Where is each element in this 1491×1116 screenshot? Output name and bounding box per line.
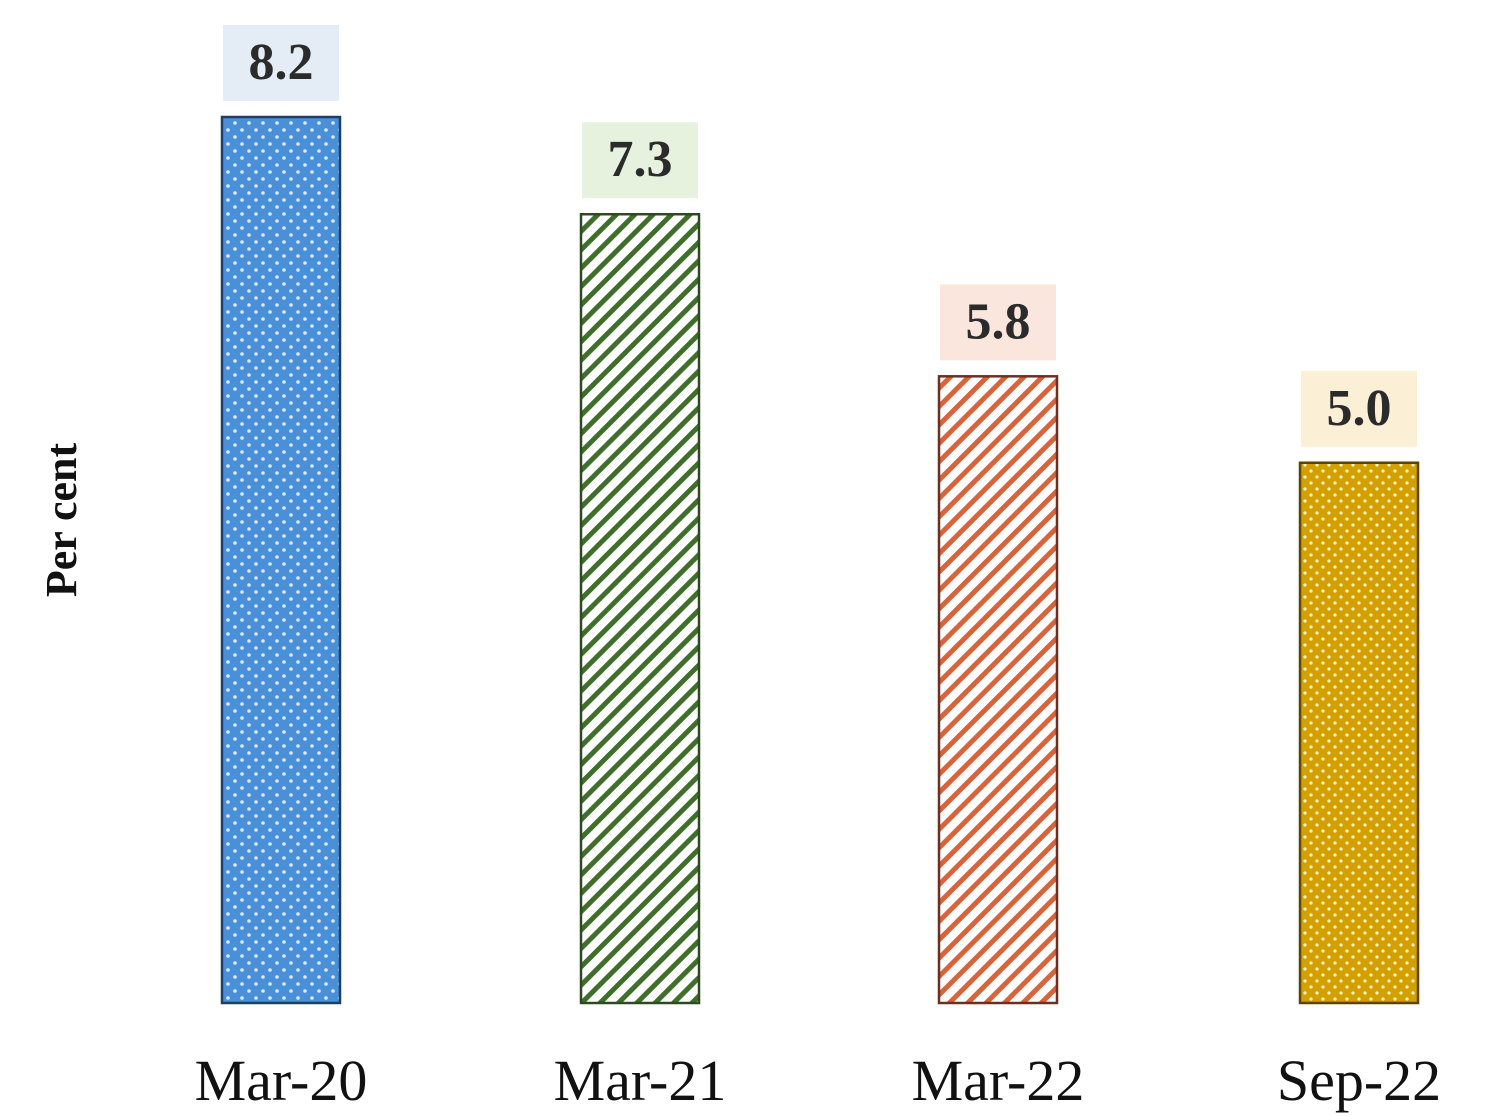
bars-group bbox=[220, 115, 1420, 1005]
data-label-box bbox=[582, 122, 698, 199]
data-labels-group: 8.2 7.3 5.8 5.0 bbox=[223, 25, 1417, 447]
bar-sep-22 bbox=[1298, 461, 1420, 1005]
x-tick-label: Sep-22 bbox=[1277, 1048, 1441, 1113]
data-label-box bbox=[940, 284, 1056, 361]
data-label: 5.8 bbox=[966, 293, 1031, 350]
bar-mar-21 bbox=[579, 212, 701, 1005]
data-label: 7.3 bbox=[608, 131, 673, 188]
x-tick-label: Mar-22 bbox=[912, 1048, 1085, 1113]
x-tick-label: Mar-20 bbox=[195, 1048, 368, 1113]
x-tick-label: Mar-21 bbox=[554, 1048, 727, 1113]
bar-mar-22 bbox=[937, 375, 1059, 1005]
x-tick-labels-group: Mar-20 Mar-21 Mar-22 Sep-22 bbox=[195, 1048, 1442, 1113]
data-label-box bbox=[1301, 370, 1417, 447]
y-axis-label: Per cent bbox=[37, 442, 86, 597]
data-label: 8.2 bbox=[249, 34, 314, 91]
data-label-box bbox=[223, 25, 339, 101]
bar-mar-20 bbox=[220, 115, 342, 1005]
data-label: 5.0 bbox=[1327, 380, 1392, 437]
